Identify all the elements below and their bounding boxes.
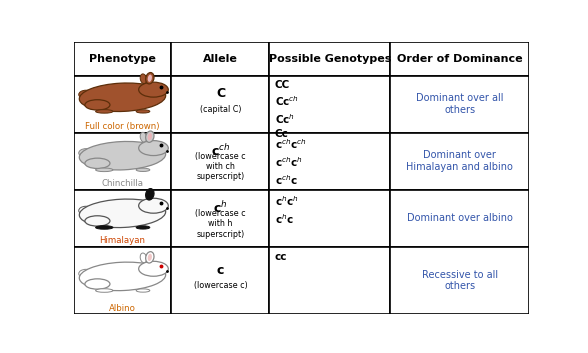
- Ellipse shape: [140, 74, 147, 84]
- Ellipse shape: [146, 189, 154, 200]
- Ellipse shape: [136, 110, 150, 113]
- Ellipse shape: [85, 100, 110, 110]
- Bar: [269, 42, 390, 76]
- Text: c$^{ch}$: c$^{ch}$: [211, 143, 230, 159]
- Text: Albino: Albino: [109, 304, 136, 313]
- Text: (lowercase c
with h
superscript): (lowercase c with h superscript): [195, 209, 246, 239]
- Ellipse shape: [96, 226, 113, 229]
- Text: Dominant over all
others: Dominant over all others: [416, 93, 503, 115]
- Ellipse shape: [139, 198, 168, 213]
- Bar: [390, 133, 529, 190]
- Circle shape: [79, 90, 93, 99]
- Bar: [74, 190, 172, 247]
- Ellipse shape: [85, 279, 110, 289]
- Ellipse shape: [148, 254, 152, 261]
- Ellipse shape: [79, 199, 166, 228]
- Ellipse shape: [146, 131, 154, 142]
- Text: Recessive to all
others: Recessive to all others: [422, 270, 498, 291]
- Bar: [390, 247, 529, 314]
- Ellipse shape: [139, 140, 168, 156]
- Text: c: c: [217, 264, 224, 277]
- Bar: [172, 247, 269, 314]
- Text: (lowercase c): (lowercase c): [193, 281, 248, 291]
- Ellipse shape: [146, 252, 154, 263]
- Text: Chinchilla: Chinchilla: [102, 179, 143, 188]
- Bar: [390, 76, 529, 133]
- Ellipse shape: [136, 226, 150, 229]
- Text: Phenotype: Phenotype: [89, 54, 156, 64]
- Text: Order of Dominance: Order of Dominance: [397, 54, 523, 64]
- Text: cc: cc: [275, 252, 288, 262]
- Bar: [74, 76, 172, 133]
- Text: c$^{ch}$c$^{ch}$
c$^{ch}$c$^{h}$
c$^{ch}$c: c$^{ch}$c$^{ch}$ c$^{ch}$c$^{h}$ c$^{ch}…: [275, 137, 306, 187]
- Ellipse shape: [85, 158, 110, 168]
- Ellipse shape: [139, 261, 168, 276]
- Bar: [172, 190, 269, 247]
- Bar: [172, 76, 269, 133]
- Ellipse shape: [85, 216, 110, 226]
- Text: c$^{h}$c$^{h}$
c$^{h}$c: c$^{h}$c$^{h}$ c$^{h}$c: [275, 195, 299, 226]
- Bar: [390, 190, 529, 247]
- Text: (capital C): (capital C): [200, 105, 241, 114]
- Text: CC
Cc$^{ch}$
Cc$^{h}$
Cc: CC Cc$^{ch}$ Cc$^{h}$ Cc: [275, 80, 299, 139]
- Text: Dominant over
Himalayan and albino: Dominant over Himalayan and albino: [406, 150, 513, 172]
- Bar: [269, 190, 390, 247]
- Bar: [74, 42, 172, 76]
- Text: Dominant over albino: Dominant over albino: [407, 213, 513, 223]
- Text: Allele: Allele: [203, 54, 238, 64]
- Bar: [269, 133, 390, 190]
- Bar: [172, 42, 269, 76]
- Ellipse shape: [79, 83, 166, 112]
- Ellipse shape: [136, 168, 150, 172]
- Text: Full color (brown): Full color (brown): [85, 122, 160, 131]
- Ellipse shape: [148, 133, 152, 140]
- Text: C: C: [216, 87, 225, 100]
- Ellipse shape: [96, 289, 113, 292]
- Bar: [269, 76, 390, 133]
- Text: c$^{h}$: c$^{h}$: [213, 200, 228, 216]
- Ellipse shape: [140, 132, 147, 142]
- Bar: [74, 247, 172, 314]
- Ellipse shape: [96, 110, 113, 113]
- Text: Possible Genotypes: Possible Genotypes: [269, 54, 391, 64]
- Bar: [74, 133, 172, 190]
- Circle shape: [79, 269, 93, 278]
- Text: (lowercase c
with ch
superscript): (lowercase c with ch superscript): [195, 152, 246, 181]
- Ellipse shape: [96, 168, 113, 172]
- Ellipse shape: [140, 253, 147, 263]
- Text: Himalayan: Himalayan: [99, 236, 145, 245]
- Ellipse shape: [148, 74, 152, 82]
- Ellipse shape: [139, 82, 168, 97]
- Ellipse shape: [79, 262, 166, 291]
- Bar: [390, 42, 529, 76]
- Bar: [269, 247, 390, 314]
- Circle shape: [79, 206, 93, 215]
- Circle shape: [79, 149, 93, 157]
- Ellipse shape: [146, 73, 154, 84]
- Bar: [172, 133, 269, 190]
- Ellipse shape: [136, 289, 150, 292]
- Ellipse shape: [79, 142, 166, 170]
